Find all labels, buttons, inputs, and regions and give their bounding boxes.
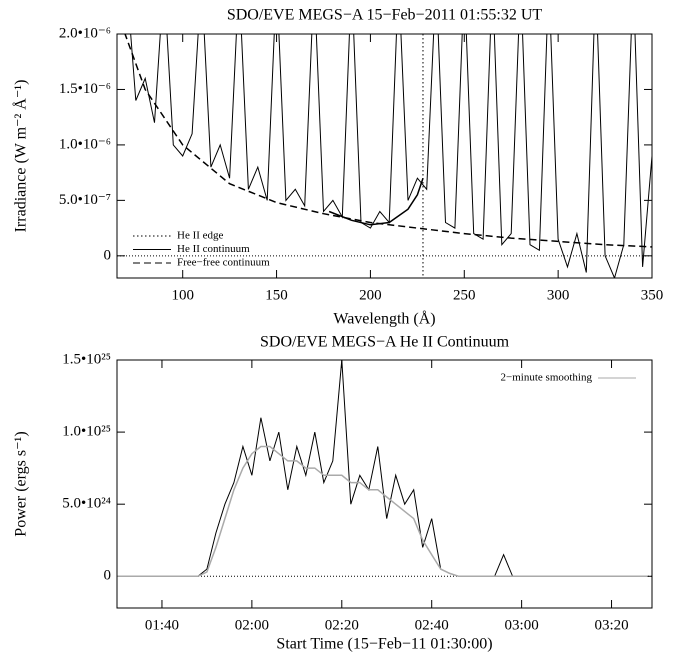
y-tick-label: 2.0•10⁻⁶ [59,25,111,41]
x-tick-label: 150 [265,287,288,303]
x-tick-label: 350 [641,287,664,303]
y-axis-label: Power (ergs s⁻¹) [13,431,30,536]
series-line [117,360,648,577]
y-tick-label: 0 [104,247,112,263]
series-line [124,34,652,248]
plot-frame [116,359,653,609]
x-tick-label: 300 [547,287,570,303]
y-tick-label: 1.5•10²⁵ [62,351,111,367]
y-tick-label: 1.5•10⁻⁶ [59,81,111,97]
x-tick-label: 250 [453,287,476,303]
x-axis-label: Wavelength (Å) [333,310,435,328]
series-line [117,34,652,278]
x-tick-label: 200 [359,287,382,303]
y-tick-label: 0 [104,568,112,584]
y-tick-label: 5.0•10²⁴ [62,496,111,512]
x-tick-label: 100 [171,287,194,303]
series-line [328,177,424,226]
x-axis-label: Start Time (15−Feb−11 01:30:00) [276,636,492,653]
legend-label: 2−minute smoothing [501,372,593,384]
x-tick-label: 02:20 [325,617,359,633]
x-tick-label: 03:00 [505,617,539,633]
x-tick-label: 02:00 [235,617,269,633]
plot-frame [116,33,653,279]
plot-area [117,360,648,578]
x-tick-label: 01:40 [145,617,179,633]
y-tick-label: 1.0•10⁻⁶ [59,136,111,152]
y-tick-label: 1.0•10²⁵ [62,424,111,440]
y-tick-label: 5.0•10⁻⁷ [59,192,111,208]
legend-label: He II edge [177,230,224,242]
chart-title: SDO/EVE MEGS−A 15−Feb−2011 01:55:32 UT [227,7,543,24]
x-tick-label: 03:20 [594,617,628,633]
plot-area [117,34,652,278]
series-line [117,445,648,578]
legend-label: Free−free continuum [177,257,270,269]
chart-title: SDO/EVE MEGS−A He II Continuum [260,334,510,351]
legend-label: He II continuum [177,243,250,255]
y-axis-label: Irradiance (W m⁻² Å⁻¹) [12,80,30,233]
x-tick-label: 02:40 [415,617,449,633]
